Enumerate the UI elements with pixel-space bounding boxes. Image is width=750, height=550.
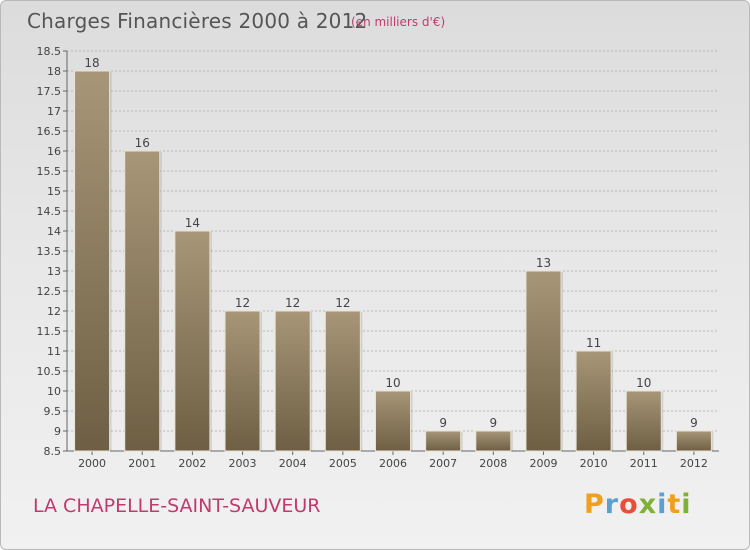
y-tick-label: 17.5	[37, 85, 62, 98]
logo-letter: r	[604, 489, 620, 520]
x-tick-label: 2000	[78, 457, 106, 470]
y-tick-label: 13.5	[37, 245, 62, 258]
bar-2004	[274, 310, 311, 452]
y-tick-label: 12	[47, 305, 61, 318]
y-tick-label: 9	[54, 425, 61, 438]
bar-2007	[425, 430, 462, 452]
y-tick-label: 16.5	[37, 125, 62, 138]
bar-2009	[525, 270, 562, 452]
data-labels: 18 16 14 12 12 12 10 9 9 13 11 10 9	[84, 56, 697, 430]
logo-letter: i	[681, 489, 692, 520]
y-tick-label: 11.5	[37, 325, 62, 338]
y-tick-label: 10.5	[37, 365, 62, 378]
x-tick-label: 2009	[529, 457, 557, 470]
data-label: 12	[235, 296, 250, 310]
y-tick-label: 13	[47, 265, 61, 278]
y-tick-label: 12.5	[37, 285, 62, 298]
data-label: 12	[285, 296, 300, 310]
logo-letter: i	[657, 489, 668, 520]
bar-2001	[124, 150, 161, 452]
x-tick-label: 2012	[680, 457, 708, 470]
y-tick-label: 11	[47, 345, 61, 358]
x-tick-label: 2011	[630, 457, 658, 470]
y-tick-label: 14.5	[37, 205, 62, 218]
x-tick-label: 2007	[429, 457, 457, 470]
x-tick-label: 2005	[329, 457, 357, 470]
x-tick-label: 2008	[479, 457, 507, 470]
y-tick-label: 9.5	[44, 405, 62, 418]
bar-2012	[675, 430, 712, 452]
data-label: 9	[690, 416, 698, 430]
bars	[74, 70, 714, 452]
bar-2006	[375, 390, 411, 452]
data-label: 16	[135, 136, 150, 150]
x-tick-label: 2001	[128, 457, 156, 470]
chart-title: Charges Financières 2000 à 2012	[27, 9, 368, 33]
data-label: 10	[636, 376, 651, 390]
data-label: 18	[84, 56, 99, 70]
bar-2002	[174, 230, 211, 452]
y-tick-label: 14	[47, 225, 61, 238]
data-label: 9	[439, 416, 447, 430]
bar-2011	[625, 390, 662, 452]
y-tick-label: 15.5	[37, 165, 62, 178]
proxiti-logo[interactable]: Proxiti	[584, 489, 692, 520]
bar-2003	[224, 310, 261, 452]
y-tick-label: 16	[47, 145, 61, 158]
chart-subtitle: (en milliers d'€)	[351, 15, 446, 29]
y-tick-label: 8.5	[44, 445, 62, 458]
tick-labels: 8.5 9 9.5 10 10.5 11 11.5 12 12.5 13 13.5 14 14.5 15 1…	[37, 45, 708, 470]
y-tick-label: 18	[47, 65, 61, 78]
data-label: 14	[185, 216, 200, 230]
y-tick-label: 18.5	[37, 45, 62, 58]
x-tick-label: 2010	[580, 457, 608, 470]
data-label: 13	[536, 256, 551, 270]
data-label: 10	[385, 376, 400, 390]
logo-letter: o	[619, 489, 639, 520]
bar-2010	[575, 350, 612, 452]
y-tick-label: 17	[47, 105, 61, 118]
logo-letter: P	[584, 489, 605, 520]
y-tick-label: 10	[47, 385, 61, 398]
x-tick-label: 2004	[279, 457, 307, 470]
bar-2008	[475, 430, 512, 452]
data-label: 11	[586, 336, 601, 350]
place-name: LA CHAPELLE-SAINT-SAUVEUR	[33, 495, 321, 517]
data-label: 9	[489, 416, 497, 430]
y-tick-label: 15	[47, 185, 61, 198]
logo-letter: t	[667, 489, 682, 520]
x-tick-label: 2003	[229, 457, 257, 470]
x-tick-label: 2006	[379, 457, 407, 470]
bar-2005	[324, 310, 361, 452]
x-tick-label: 2002	[178, 457, 206, 470]
logo-letter: x	[638, 489, 658, 520]
data-label: 12	[335, 296, 350, 310]
bar-2000	[74, 70, 111, 452]
